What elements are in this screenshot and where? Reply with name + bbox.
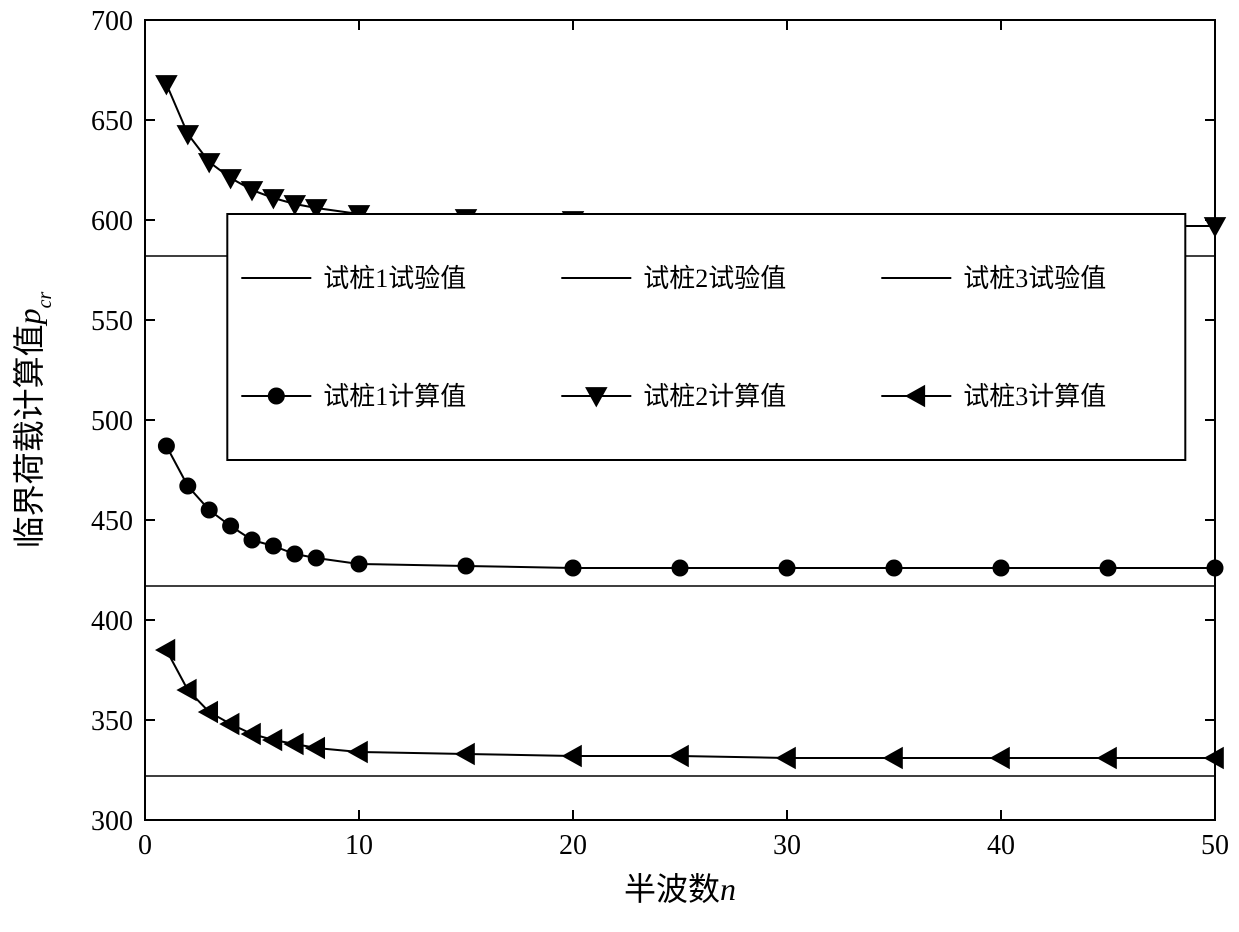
x-tick-label: 10 xyxy=(345,830,373,861)
marker-triangle-down xyxy=(156,76,177,95)
marker-triangle-left xyxy=(177,680,196,701)
x-axis-label: 半波数n xyxy=(624,871,736,907)
marker-triangle-left xyxy=(306,738,325,759)
marker-triangle-left xyxy=(1205,748,1224,769)
legend-label: 试桩1计算值 xyxy=(323,382,466,411)
x-tick-label: 30 xyxy=(773,830,801,861)
y-tick-label: 600 xyxy=(91,206,133,237)
x-tick-label: 0 xyxy=(138,830,152,861)
chart-container: 0 10 20 30 40 50 300 350 400 450 500 550 600 650 700 半波… xyxy=(0,0,1239,932)
marker-circle xyxy=(779,560,795,576)
marker-circle xyxy=(244,532,260,548)
marker-circle xyxy=(672,560,688,576)
marker-triangle-left xyxy=(456,744,475,765)
legend-label: 试桩2试验值 xyxy=(643,264,786,293)
y-tick-label: 700 xyxy=(91,6,133,37)
y-tick-label: 650 xyxy=(91,106,133,137)
marker-circle xyxy=(158,438,174,454)
y-tick-label: 300 xyxy=(91,806,133,837)
marker-circle xyxy=(265,538,281,554)
marker-triangle-left xyxy=(670,746,689,767)
marker-circle xyxy=(351,556,367,572)
series-line xyxy=(166,446,1215,568)
y-tick-label: 450 xyxy=(91,506,133,537)
y-tick-label: 500 xyxy=(91,406,133,437)
x-tick-label: 40 xyxy=(987,830,1015,861)
legend-label: 试桩3计算值 xyxy=(963,382,1106,411)
marker-circle xyxy=(180,478,196,494)
marker-triangle-left xyxy=(263,730,282,751)
series-pile2_calc xyxy=(156,76,1225,237)
legend: 试桩1试验值 试桩2试验值 试桩3试验值试桩1计算值 试桩2计算值 试桩3计算值 xyxy=(227,214,1185,460)
marker-circle xyxy=(1207,560,1223,576)
marker-triangle-left xyxy=(156,640,175,661)
marker-circle xyxy=(886,560,902,576)
marker-circle xyxy=(223,518,239,534)
marker-circle xyxy=(308,550,324,566)
marker-circle xyxy=(201,502,217,518)
marker-circle xyxy=(993,560,1009,576)
y-tick-label: 400 xyxy=(91,606,133,637)
marker-triangle-left xyxy=(284,734,303,755)
svg-text:半波数n: 半波数n xyxy=(624,871,736,907)
marker-triangle-left xyxy=(220,714,239,735)
marker-triangle-left xyxy=(1098,748,1117,769)
chart-svg: 0 10 20 30 40 50 300 350 400 450 500 550 600 650 700 半波… xyxy=(0,0,1239,932)
marker-triangle-down xyxy=(242,182,263,201)
marker-triangle-left xyxy=(991,748,1010,769)
marker-triangle-left xyxy=(242,724,261,745)
series-pile3_calc xyxy=(156,640,1223,769)
y-tick-label: 350 xyxy=(91,706,133,737)
marker-circle xyxy=(268,388,284,404)
marker-triangle-left xyxy=(349,742,368,763)
marker-circle xyxy=(458,558,474,574)
marker-triangle-left xyxy=(563,746,582,767)
marker-triangle-down xyxy=(1205,218,1226,237)
x-tick-label: 50 xyxy=(1201,830,1229,861)
x-tick-label: 20 xyxy=(559,830,587,861)
marker-triangle-left xyxy=(884,748,903,769)
marker-circle xyxy=(1100,560,1116,576)
marker-circle xyxy=(565,560,581,576)
marker-triangle-left xyxy=(777,748,796,769)
legend-box xyxy=(227,214,1185,460)
marker-triangle-down xyxy=(199,154,220,173)
marker-triangle-down xyxy=(220,170,241,189)
marker-circle xyxy=(287,546,303,562)
marker-triangle-down xyxy=(177,126,198,145)
legend-label: 试桩3试验值 xyxy=(963,264,1106,293)
y-tick-label: 550 xyxy=(91,306,133,337)
legend-label: 试桩2计算值 xyxy=(643,382,786,411)
y-axis-label: 临界荷载计算值pcr xyxy=(11,291,56,548)
legend-label: 试桩1试验值 xyxy=(323,264,466,293)
